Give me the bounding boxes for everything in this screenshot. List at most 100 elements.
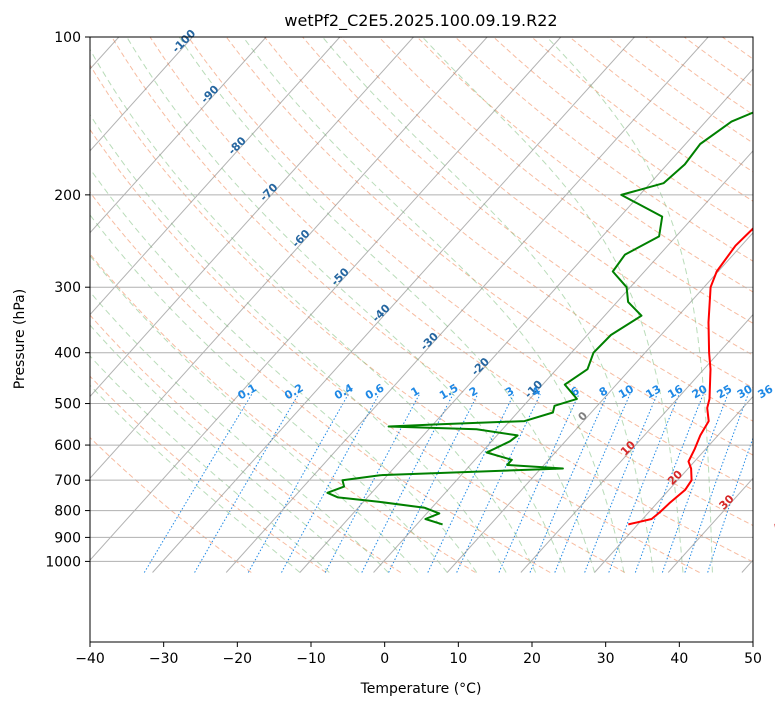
moist-adiabat-line <box>90 167 478 573</box>
temperature-profile-line <box>628 227 753 526</box>
isotherm-line <box>90 37 414 398</box>
x-tick-label: −20 <box>223 651 253 667</box>
dry-adiabat-line <box>187 37 753 491</box>
y-axis: 1000 900 800 700 600 500 400 300 200 100 <box>45 30 90 570</box>
mixing-ratio-label: 0.6 <box>363 381 387 402</box>
y-tick-label: 800 <box>54 504 81 520</box>
plot-frame <box>89 36 754 643</box>
y-tick-label: 100 <box>54 30 81 46</box>
y-tick-label: 300 <box>54 280 81 296</box>
isotherm-line <box>667 477 753 573</box>
mixing-ratio-line <box>608 394 680 573</box>
isotherm-line <box>90 37 267 234</box>
chart-title: wetPf2_C2E5.2025.100.09.19.R22 <box>284 11 557 31</box>
mixing-ratio-label: 13 <box>644 382 664 401</box>
isotherm-line <box>741 559 753 573</box>
dry-adiabat-line <box>149 37 753 527</box>
moist-adiabat-line <box>90 384 301 573</box>
dry-adiabat-label: 20 <box>665 467 685 487</box>
isotherm-line <box>373 150 753 573</box>
dry-adiabat-label: -100 <box>170 27 199 56</box>
isotherm-line <box>90 37 562 561</box>
dry-adiabat-line <box>378 37 753 324</box>
mixing-ratio-line <box>456 393 541 573</box>
dry-adiabat-line <box>90 436 252 573</box>
mixing-ratio-label: 10 <box>616 382 636 401</box>
isotherm-line <box>299 68 753 573</box>
dry-adiabat-label: -60 <box>289 227 312 250</box>
dry-adiabat-line <box>454 37 753 262</box>
dry-adiabat-label: -40 <box>370 301 393 324</box>
dry-adiabat-label: -50 <box>329 265 352 288</box>
x-tick-label: −10 <box>296 651 326 667</box>
x-axis-label: Temperature (°C) <box>360 681 482 697</box>
dry-adiabat-line <box>531 37 753 202</box>
profile-lines <box>326 111 753 526</box>
dewpoint-profile-line <box>326 111 753 526</box>
mixing-ratio-line <box>361 393 454 573</box>
isotherm-line <box>594 395 753 573</box>
mixing-ratio-label: 0.2 <box>282 381 305 402</box>
dry-adiabat-line <box>607 37 753 144</box>
mixing-ratio-label: 3 <box>503 384 516 399</box>
background-lines <box>90 37 775 573</box>
isotherm-line <box>152 37 635 573</box>
x-tick-label: 40 <box>670 651 688 667</box>
dry-adiabat-line <box>90 191 551 573</box>
mixing-ratio-line <box>584 394 658 573</box>
mixing-ratio-label: 20 <box>690 382 710 401</box>
moist-adiabat-line <box>242 37 625 573</box>
dry-adiabat-line <box>90 253 476 573</box>
mixing-ratio-line <box>554 393 631 573</box>
x-tick-label: 0 <box>380 651 389 667</box>
moist-adiabat-line <box>90 355 330 573</box>
y-axis-label: Pressure (hPa) <box>12 289 28 389</box>
y-tick-label: 900 <box>54 530 81 546</box>
mixing-ratio-line <box>388 393 479 573</box>
isotherm-line <box>90 37 488 480</box>
moist-adiabat-line <box>90 254 419 573</box>
mixing-ratio-line <box>143 393 253 573</box>
dry-adiabat-label: -90 <box>198 82 221 105</box>
isotherm-line <box>225 37 709 573</box>
x-tick-label: 20 <box>523 651 541 667</box>
dry-adiabat-line <box>264 37 753 422</box>
moist-adiabat-line <box>90 291 389 573</box>
mixing-ratio-label: 25 <box>714 382 734 401</box>
dry-adiabat-line <box>90 375 327 573</box>
moist-adiabat-line <box>90 113 507 573</box>
dry-adiabat-line <box>225 37 753 456</box>
dry-adiabat-label: 10 <box>618 438 638 458</box>
moist-adiabat-line <box>90 324 360 573</box>
dry-adiabat-label: 30 <box>717 492 737 512</box>
x-axis: −40 −30 −20 −10 0 10 20 30 40 50 <box>75 642 762 667</box>
y-tick-label: 700 <box>54 473 81 489</box>
dry-adiabat-line <box>683 37 753 88</box>
mixing-ratio-label: 16 <box>666 382 686 401</box>
dry-adiabat-line <box>722 37 753 60</box>
x-tick-label: 10 <box>449 651 467 667</box>
dry-adiabat-line <box>761 37 775 573</box>
dry-adiabat-line <box>493 37 753 232</box>
mixing-ratio-label: 36 <box>756 382 775 401</box>
dry-adiabat-line <box>90 64 700 573</box>
isotherm-line <box>90 37 193 152</box>
moist-adiabat-line <box>546 37 713 573</box>
x-tick-label: 50 <box>744 651 762 667</box>
mixing-ratio-line <box>707 436 753 573</box>
moist-adiabat-line <box>126 37 566 573</box>
mixing-ratio-line <box>247 393 349 573</box>
isotherm-line <box>90 37 341 316</box>
moist-adiabat-line <box>90 48 537 573</box>
y-tick-label: 200 <box>54 188 81 204</box>
x-tick-label: −30 <box>149 651 179 667</box>
isotherm-line <box>446 231 753 573</box>
dry-adiabat-line <box>90 314 402 573</box>
dry-adiabat-line <box>90 128 626 573</box>
x-tick-label: −40 <box>75 651 105 667</box>
dry-adiabat-label: -80 <box>226 134 249 157</box>
isotherm-line <box>520 313 753 573</box>
mixing-ratio-line <box>281 393 380 573</box>
y-tick-label: 1000 <box>45 554 81 570</box>
mixing-ratio-label: 0.1 <box>236 381 259 402</box>
